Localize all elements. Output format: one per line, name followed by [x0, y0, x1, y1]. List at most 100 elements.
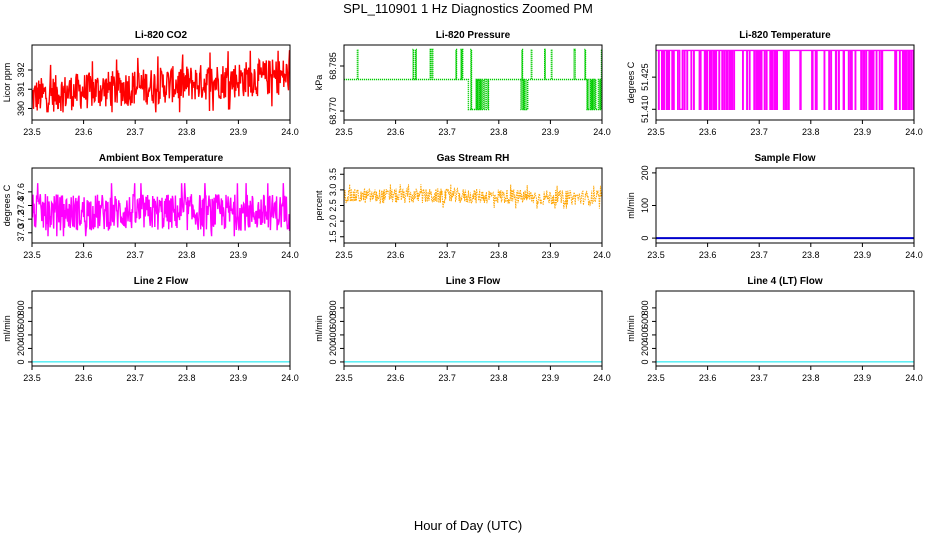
x-tick-label: 23.6: [75, 250, 93, 260]
panel-title: Line 4 (LT) Flow: [747, 276, 823, 287]
plot-frame: [655, 167, 915, 244]
panel-title: Li-820 CO2: [135, 30, 188, 41]
x-tick-label: 23.8: [802, 127, 820, 137]
panel-2: Li-820 Pressure kPa 23.5 23.6 23.7 23.8 23.9 24…: [314, 30, 611, 137]
x-tick-label: 23.9: [854, 250, 872, 260]
y-tick-label: 200: [640, 165, 650, 180]
x-tick-label: 23.9: [230, 373, 248, 383]
x-tick-label: 23.7: [126, 250, 144, 260]
x-tick-label: 23.6: [387, 127, 405, 137]
series-trace: [32, 183, 290, 237]
panel-9: Line 4 (LT) Flow ml/min 23.5 23.6 23.7 23.8 23…: [626, 276, 923, 383]
y-tick-label: 1.5: [328, 230, 338, 243]
x-tick-label: 23.9: [230, 127, 248, 137]
x-tick-label: 23.5: [647, 127, 665, 137]
x-tick-label: 23.7: [438, 373, 456, 383]
x-tick-label: 23.6: [699, 373, 717, 383]
y-axis-label: ml/min: [626, 315, 636, 342]
y-tick-label: 37.6: [16, 183, 26, 201]
x-tick-label: 23.7: [438, 250, 456, 260]
series-trace: [344, 48, 602, 111]
panel-title: Ambient Box Temperature: [99, 153, 224, 164]
y-tick-label: 68.770: [328, 97, 338, 125]
series-trace: [32, 50, 290, 113]
x-tick-label: 23.7: [750, 373, 768, 383]
y-axis-label: ml/min: [2, 315, 12, 342]
y-axis-label: degrees C: [2, 184, 12, 226]
x-tick-label: 23.9: [542, 250, 560, 260]
x-tick-label: 23.6: [699, 127, 717, 137]
y-tick-label: 0: [640, 236, 650, 241]
panel-1: Li-820 CO2 Licor ppm 23.5 23.6 23.7 23.8 23.9 2…: [2, 30, 299, 137]
panel-title: Line 3 Flow: [446, 276, 501, 287]
x-tick-label: 24.0: [593, 250, 611, 260]
y-tick-label: 0: [16, 359, 26, 364]
panel-6: Sample Flow ml/min 23.5 23.6 23.7 23.8 23.9 24.…: [626, 153, 923, 260]
x-tick-label: 23.8: [490, 373, 508, 383]
x-tick-label: 23.8: [178, 373, 196, 383]
x-tick-label: 24.0: [593, 127, 611, 137]
y-tick-label: 400: [640, 327, 650, 342]
y-tick-label: 0: [328, 359, 338, 364]
figure-title: SPL_110901 1 Hz Diagnostics Zoomed PM: [343, 1, 593, 16]
data-series: [344, 48, 602, 111]
panel-5: Gas Stream RH percent 23.5 23.6 23.7 23.8 23.9…: [314, 153, 611, 260]
x-tick-label: 23.5: [335, 373, 353, 383]
data-series: [32, 183, 290, 237]
panel-title: Li-820 Temperature: [739, 30, 831, 41]
x-tick-label: 23.8: [490, 250, 508, 260]
x-tick-label: 23.5: [647, 250, 665, 260]
x-tick-label: 23.7: [126, 373, 144, 383]
data-series: [656, 49, 914, 110]
x-tick-label: 23.8: [178, 250, 196, 260]
y-tick-label: 200: [328, 341, 338, 356]
y-tick-label: 600: [328, 314, 338, 329]
x-tick-label: 23.8: [802, 250, 820, 260]
y-tick-label: 390: [16, 101, 26, 116]
y-tick-label: 37.0: [16, 224, 26, 242]
y-tick-label: 200: [16, 341, 26, 356]
x-tick-label: 24.0: [593, 373, 611, 383]
y-tick-label: 2.5: [328, 199, 338, 212]
x-tick-label: 24.0: [281, 250, 299, 260]
panel-title: Gas Stream RH: [437, 153, 510, 164]
y-axis-label: percent: [314, 190, 324, 221]
x-tick-label: 23.5: [647, 373, 665, 383]
x-tick-label: 23.8: [490, 127, 508, 137]
x-tick-label: 23.6: [387, 373, 405, 383]
series-trace: [344, 184, 602, 209]
plot-frame: [343, 290, 603, 367]
y-axis-label: kPa: [314, 75, 324, 91]
x-tick-label: 23.6: [387, 250, 405, 260]
y-tick-label: 200: [640, 341, 650, 356]
x-tick-label: 24.0: [905, 250, 923, 260]
plot-frame: [655, 290, 915, 367]
y-tick-label: 51.425: [640, 63, 650, 91]
y-axis-label: ml/min: [626, 192, 636, 219]
y-tick-label: 400: [16, 327, 26, 342]
x-tick-label: 23.9: [854, 127, 872, 137]
x-tick-label: 24.0: [905, 127, 923, 137]
y-tick-label: 37.4: [16, 197, 26, 215]
panel-title: Line 2 Flow: [134, 276, 189, 287]
x-tick-label: 24.0: [281, 127, 299, 137]
x-tick-label: 23.9: [542, 127, 560, 137]
x-tick-label: 23.5: [335, 250, 353, 260]
x-tick-label: 23.5: [23, 373, 41, 383]
y-axis-label: degrees C: [626, 61, 636, 103]
plot-frame: [343, 44, 603, 121]
x-tick-label: 23.7: [750, 127, 768, 137]
x-tick-label: 23.9: [230, 250, 248, 260]
x-tick-label: 23.5: [335, 127, 353, 137]
y-tick-label: 600: [640, 314, 650, 329]
y-tick-label: 51.410: [640, 96, 650, 124]
x-axis-label: Hour of Day (UTC): [413, 518, 523, 533]
plot-frame: [31, 44, 291, 121]
plot-frame: [31, 290, 291, 367]
y-axis-label: ml/min: [314, 315, 324, 342]
x-tick-label: 23.7: [750, 250, 768, 260]
panel-title: Li-820 Pressure: [436, 30, 511, 41]
y-axis-label: Licor ppm: [2, 63, 12, 103]
y-tick-label: 100: [640, 198, 650, 213]
